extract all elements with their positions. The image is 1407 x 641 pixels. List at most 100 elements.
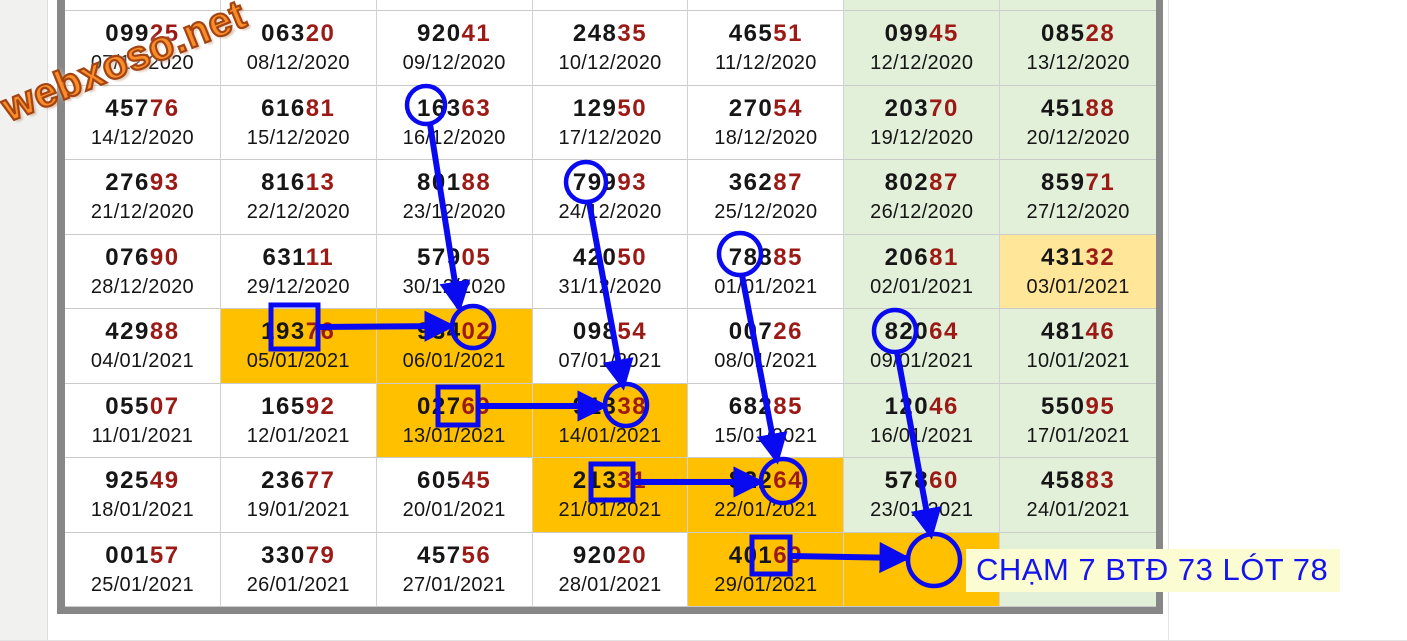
- prize-number: 42988: [105, 318, 180, 346]
- draw-date: 17/12/2020: [558, 126, 662, 149]
- draw-date: 22/01/2021: [714, 499, 818, 522]
- draw-date: 10/01/2021: [1026, 350, 1130, 373]
- result-cell: 91338 14/01/2021: [532, 383, 689, 458]
- draw-date: 05/01/2021: [246, 350, 350, 373]
- result-cell: 45883 24/01/2021: [1000, 458, 1156, 533]
- result-cell: 85971 27/12/2020: [1000, 160, 1156, 235]
- result-cell: 63111 29/12/2020: [220, 234, 377, 309]
- result-cell: 27054 18/12/2020: [688, 85, 845, 160]
- prize-number: 07690: [105, 243, 180, 271]
- draw-date: 19/01/2021: [246, 499, 350, 522]
- draw-date: 15/01/2021: [714, 424, 818, 447]
- draw-date: 03/01/2021: [1026, 275, 1130, 298]
- prize-number: 45756: [417, 541, 492, 569]
- clipped-cell: [376, 0, 533, 11]
- result-cell: 42050 31/12/2020: [532, 234, 689, 309]
- draw-date: 28/12/2020: [90, 275, 194, 298]
- prize-number: 12046: [884, 392, 959, 420]
- result-cell: 09854 07/01/2021: [532, 309, 689, 384]
- prize-number: 23677: [261, 467, 336, 495]
- prize-number: 46551: [728, 20, 803, 48]
- draw-date: 26/01/2021: [246, 573, 350, 596]
- prediction-label: CHẠM 7 BTĐ 73 LÓT 78: [966, 549, 1341, 592]
- result-cell: 60545 20/01/2021: [376, 458, 533, 533]
- draw-date: 02/01/2021: [870, 275, 974, 298]
- result-cell: 78885 01/01/2021: [688, 234, 845, 309]
- results-grid: 09925 07/12/2020 06320 08/12/2020 92041 09/12…: [65, 0, 1156, 607]
- prize-number: 40169: [728, 541, 803, 569]
- result-cell: 06320 08/12/2020: [220, 11, 377, 86]
- result-cell: 93402 06/01/2021: [376, 309, 533, 384]
- page-column-divider: [1168, 0, 1169, 641]
- result-cell: 16363 16/12/2020: [376, 85, 533, 160]
- draw-date: 16/01/2021: [870, 424, 974, 447]
- draw-date: 30/12/2020: [402, 275, 506, 298]
- prize-number: 06320: [261, 20, 336, 48]
- result-cell: 20370 19/12/2020: [844, 85, 1001, 160]
- result-cell: 21331 21/01/2021: [532, 458, 689, 533]
- result-cell: 82064 09/01/2021: [844, 309, 1001, 384]
- result-cell: 92020 28/01/2021: [532, 532, 689, 607]
- draw-date: 13/12/2020: [1026, 52, 1130, 75]
- draw-date: 20/01/2021: [402, 499, 506, 522]
- draw-date: 26/12/2020: [870, 201, 974, 224]
- prize-number: 92549: [105, 467, 180, 495]
- prize-number: 82064: [884, 318, 959, 346]
- prize-number: 09925: [105, 20, 180, 48]
- draw-date: 27/12/2020: [1026, 201, 1130, 224]
- draw-date: 24/12/2020: [558, 201, 662, 224]
- draw-date: 01/01/2021: [714, 275, 818, 298]
- prize-number: 80287: [884, 169, 959, 197]
- result-cell: 48146 10/01/2021: [1000, 309, 1156, 384]
- draw-date: 10/12/2020: [558, 52, 662, 75]
- result-cell: 33079 26/01/2021: [220, 532, 377, 607]
- draw-date: 21/12/2020: [90, 201, 194, 224]
- result-cell: 45188 20/12/2020: [1000, 85, 1156, 160]
- prize-number: 45776: [105, 94, 180, 122]
- prize-number: 05507: [105, 392, 180, 420]
- prize-number: 21331: [572, 467, 648, 495]
- result-cell: 55095 17/01/2021: [1000, 383, 1156, 458]
- prize-number: 85971: [1040, 169, 1116, 197]
- prize-number: 36287: [728, 169, 803, 197]
- result-cell: 68285 15/01/2021: [688, 383, 845, 458]
- result-cell: 02769 13/01/2021: [376, 383, 533, 458]
- result-cell: 57905 30/12/2020: [376, 234, 533, 309]
- prize-number: 09945: [884, 20, 959, 48]
- prize-number: 92041: [417, 20, 492, 48]
- draw-date: 12/01/2021: [246, 424, 350, 447]
- result-cell: 57860 23/01/2021: [844, 458, 1001, 533]
- draw-date: 25/12/2020: [714, 201, 818, 224]
- result-cell: 09925 07/12/2020: [65, 11, 221, 86]
- draw-date: 27/01/2021: [402, 573, 506, 596]
- draw-date: 20/12/2020: [1026, 126, 1130, 149]
- draw-date: 24/01/2021: [1026, 499, 1130, 522]
- result-cell: 24835 10/12/2020: [532, 11, 689, 86]
- prize-number: 09854: [572, 318, 648, 346]
- prize-number: 61681: [261, 94, 336, 122]
- draw-date: 04/01/2021: [90, 350, 194, 373]
- clipped-cell: [844, 0, 1001, 11]
- prize-number: 57860: [884, 467, 959, 495]
- results-table: 09925 07/12/2020 06320 08/12/2020 92041 09/12…: [57, 0, 1163, 614]
- draw-date: 25/01/2021: [90, 573, 194, 596]
- draw-date: 21/01/2021: [558, 499, 662, 522]
- draw-date: 11/12/2020: [715, 52, 817, 75]
- result-cell: 08528 13/12/2020: [1000, 11, 1156, 86]
- prize-number: 79993: [572, 169, 648, 197]
- draw-date: 11/01/2021: [91, 424, 194, 447]
- result-cell: 42988 04/01/2021: [65, 309, 221, 384]
- prize-number: 57905: [417, 243, 492, 271]
- draw-date: 15/12/2020: [246, 126, 350, 149]
- result-cell: 07690 28/12/2020: [65, 234, 221, 309]
- prize-number: 60545: [417, 467, 492, 495]
- prize-number: 92020: [572, 541, 648, 569]
- page-left-margin: [0, 0, 48, 641]
- prize-number: 02769: [417, 392, 492, 420]
- prize-number: 20370: [884, 94, 959, 122]
- draw-date: 07/01/2021: [558, 350, 662, 373]
- result-cell: 23677 19/01/2021: [220, 458, 377, 533]
- result-cell: 43132 03/01/2021: [1000, 234, 1156, 309]
- prize-number: 27693: [105, 169, 180, 197]
